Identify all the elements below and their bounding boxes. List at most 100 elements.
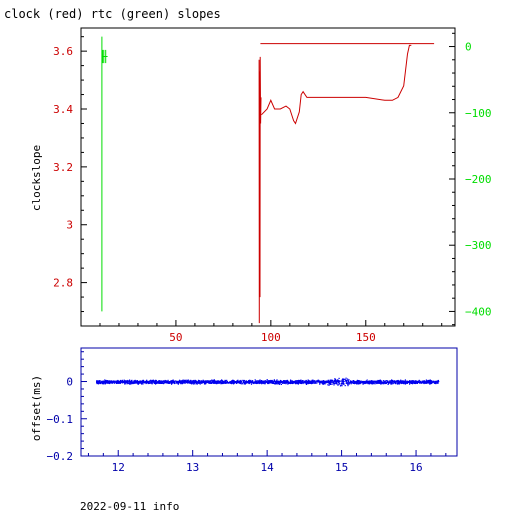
offset-point xyxy=(306,381,308,383)
offset-point xyxy=(300,380,302,382)
offset-point xyxy=(263,382,265,385)
offset-point xyxy=(133,381,135,383)
offset-point xyxy=(195,380,197,382)
offset-point xyxy=(332,379,334,381)
offset-point xyxy=(295,381,298,383)
offset-point xyxy=(199,383,201,385)
offset-point xyxy=(243,380,245,382)
offset-point xyxy=(179,381,181,383)
offset-point xyxy=(106,381,108,383)
offset-point xyxy=(155,382,157,384)
offset-point xyxy=(180,380,182,382)
offset-point xyxy=(312,380,314,382)
offset-point xyxy=(396,382,398,384)
offset-point xyxy=(187,382,189,384)
offset-point xyxy=(313,382,315,384)
offset-point xyxy=(297,383,299,385)
offset-point xyxy=(326,381,328,383)
offset-point xyxy=(104,379,106,381)
offset-point xyxy=(132,383,134,385)
offset-point xyxy=(127,382,129,385)
offset-point xyxy=(342,381,344,383)
offset-point xyxy=(220,383,222,385)
offset-point xyxy=(437,379,439,382)
offset-point xyxy=(251,381,253,384)
offset-point xyxy=(109,381,111,383)
offset-point xyxy=(333,381,335,383)
offset-point xyxy=(107,380,109,382)
offset-point xyxy=(362,381,364,383)
upper-y-axis-label: clockslope xyxy=(30,145,43,211)
offset-point xyxy=(429,381,431,383)
offset-point xyxy=(230,382,232,384)
offset-point xyxy=(117,381,119,383)
offset-point xyxy=(328,381,330,383)
offset-point xyxy=(194,382,196,384)
offset-point xyxy=(140,382,142,384)
offset-point xyxy=(238,380,240,382)
offset-point xyxy=(181,383,183,385)
offset-point xyxy=(392,381,394,383)
offset-point xyxy=(329,383,331,385)
offset-point xyxy=(403,380,406,382)
offset-point xyxy=(330,379,332,381)
offset-point xyxy=(331,381,333,383)
offset-point xyxy=(357,380,359,382)
offset-point xyxy=(429,383,431,385)
offset-point xyxy=(158,382,160,384)
offset-point xyxy=(210,382,212,384)
offset-point xyxy=(203,380,205,382)
offset-point xyxy=(204,383,206,385)
offset-point xyxy=(272,381,274,383)
offset-point xyxy=(131,381,133,383)
offset-point xyxy=(380,383,382,385)
offset-point xyxy=(224,380,226,382)
upper-plot-frame xyxy=(80,27,456,327)
offset-point xyxy=(347,383,349,385)
offset-point xyxy=(379,382,381,384)
offset-point xyxy=(213,379,215,381)
offset-point xyxy=(385,381,387,383)
offset-point xyxy=(239,382,241,384)
offset-point xyxy=(355,381,357,383)
offset-point xyxy=(192,381,194,383)
offset-point xyxy=(323,380,325,382)
offset-point xyxy=(209,382,211,384)
lower-y-tick-label: −0.2 xyxy=(47,450,74,463)
offset-point xyxy=(369,381,371,383)
offset-point xyxy=(322,382,324,385)
offset-point xyxy=(362,383,364,385)
offset-point xyxy=(128,380,130,382)
offset-point xyxy=(109,382,111,384)
offset-point xyxy=(365,380,368,382)
offset-point xyxy=(403,381,405,383)
offset-point xyxy=(418,380,420,382)
offset-point xyxy=(253,382,255,385)
offset-point xyxy=(426,382,428,384)
offset-point xyxy=(435,382,438,384)
offset-point xyxy=(163,381,165,383)
offset-point xyxy=(151,383,153,385)
offset-point xyxy=(398,383,400,385)
offset-point xyxy=(201,381,203,383)
offset-point xyxy=(424,382,426,384)
offset-point xyxy=(425,382,427,384)
offset-point xyxy=(294,381,296,383)
offset-point xyxy=(273,379,275,381)
offset-point xyxy=(349,382,351,384)
offset-point xyxy=(342,378,344,380)
offset-point xyxy=(335,380,337,382)
offset-point xyxy=(107,381,109,383)
offset-point xyxy=(302,381,305,383)
offset-point xyxy=(200,381,202,383)
offset-point xyxy=(429,383,431,385)
offset-point xyxy=(417,381,419,383)
offset-point xyxy=(404,379,406,381)
offset-point xyxy=(287,383,289,385)
offset-point xyxy=(324,382,326,384)
offset-point xyxy=(324,381,326,383)
offset-point xyxy=(283,380,285,382)
offset-point xyxy=(401,381,403,383)
lower-y-axis-label: offset(ms) xyxy=(30,375,43,441)
offset-point xyxy=(116,381,119,384)
